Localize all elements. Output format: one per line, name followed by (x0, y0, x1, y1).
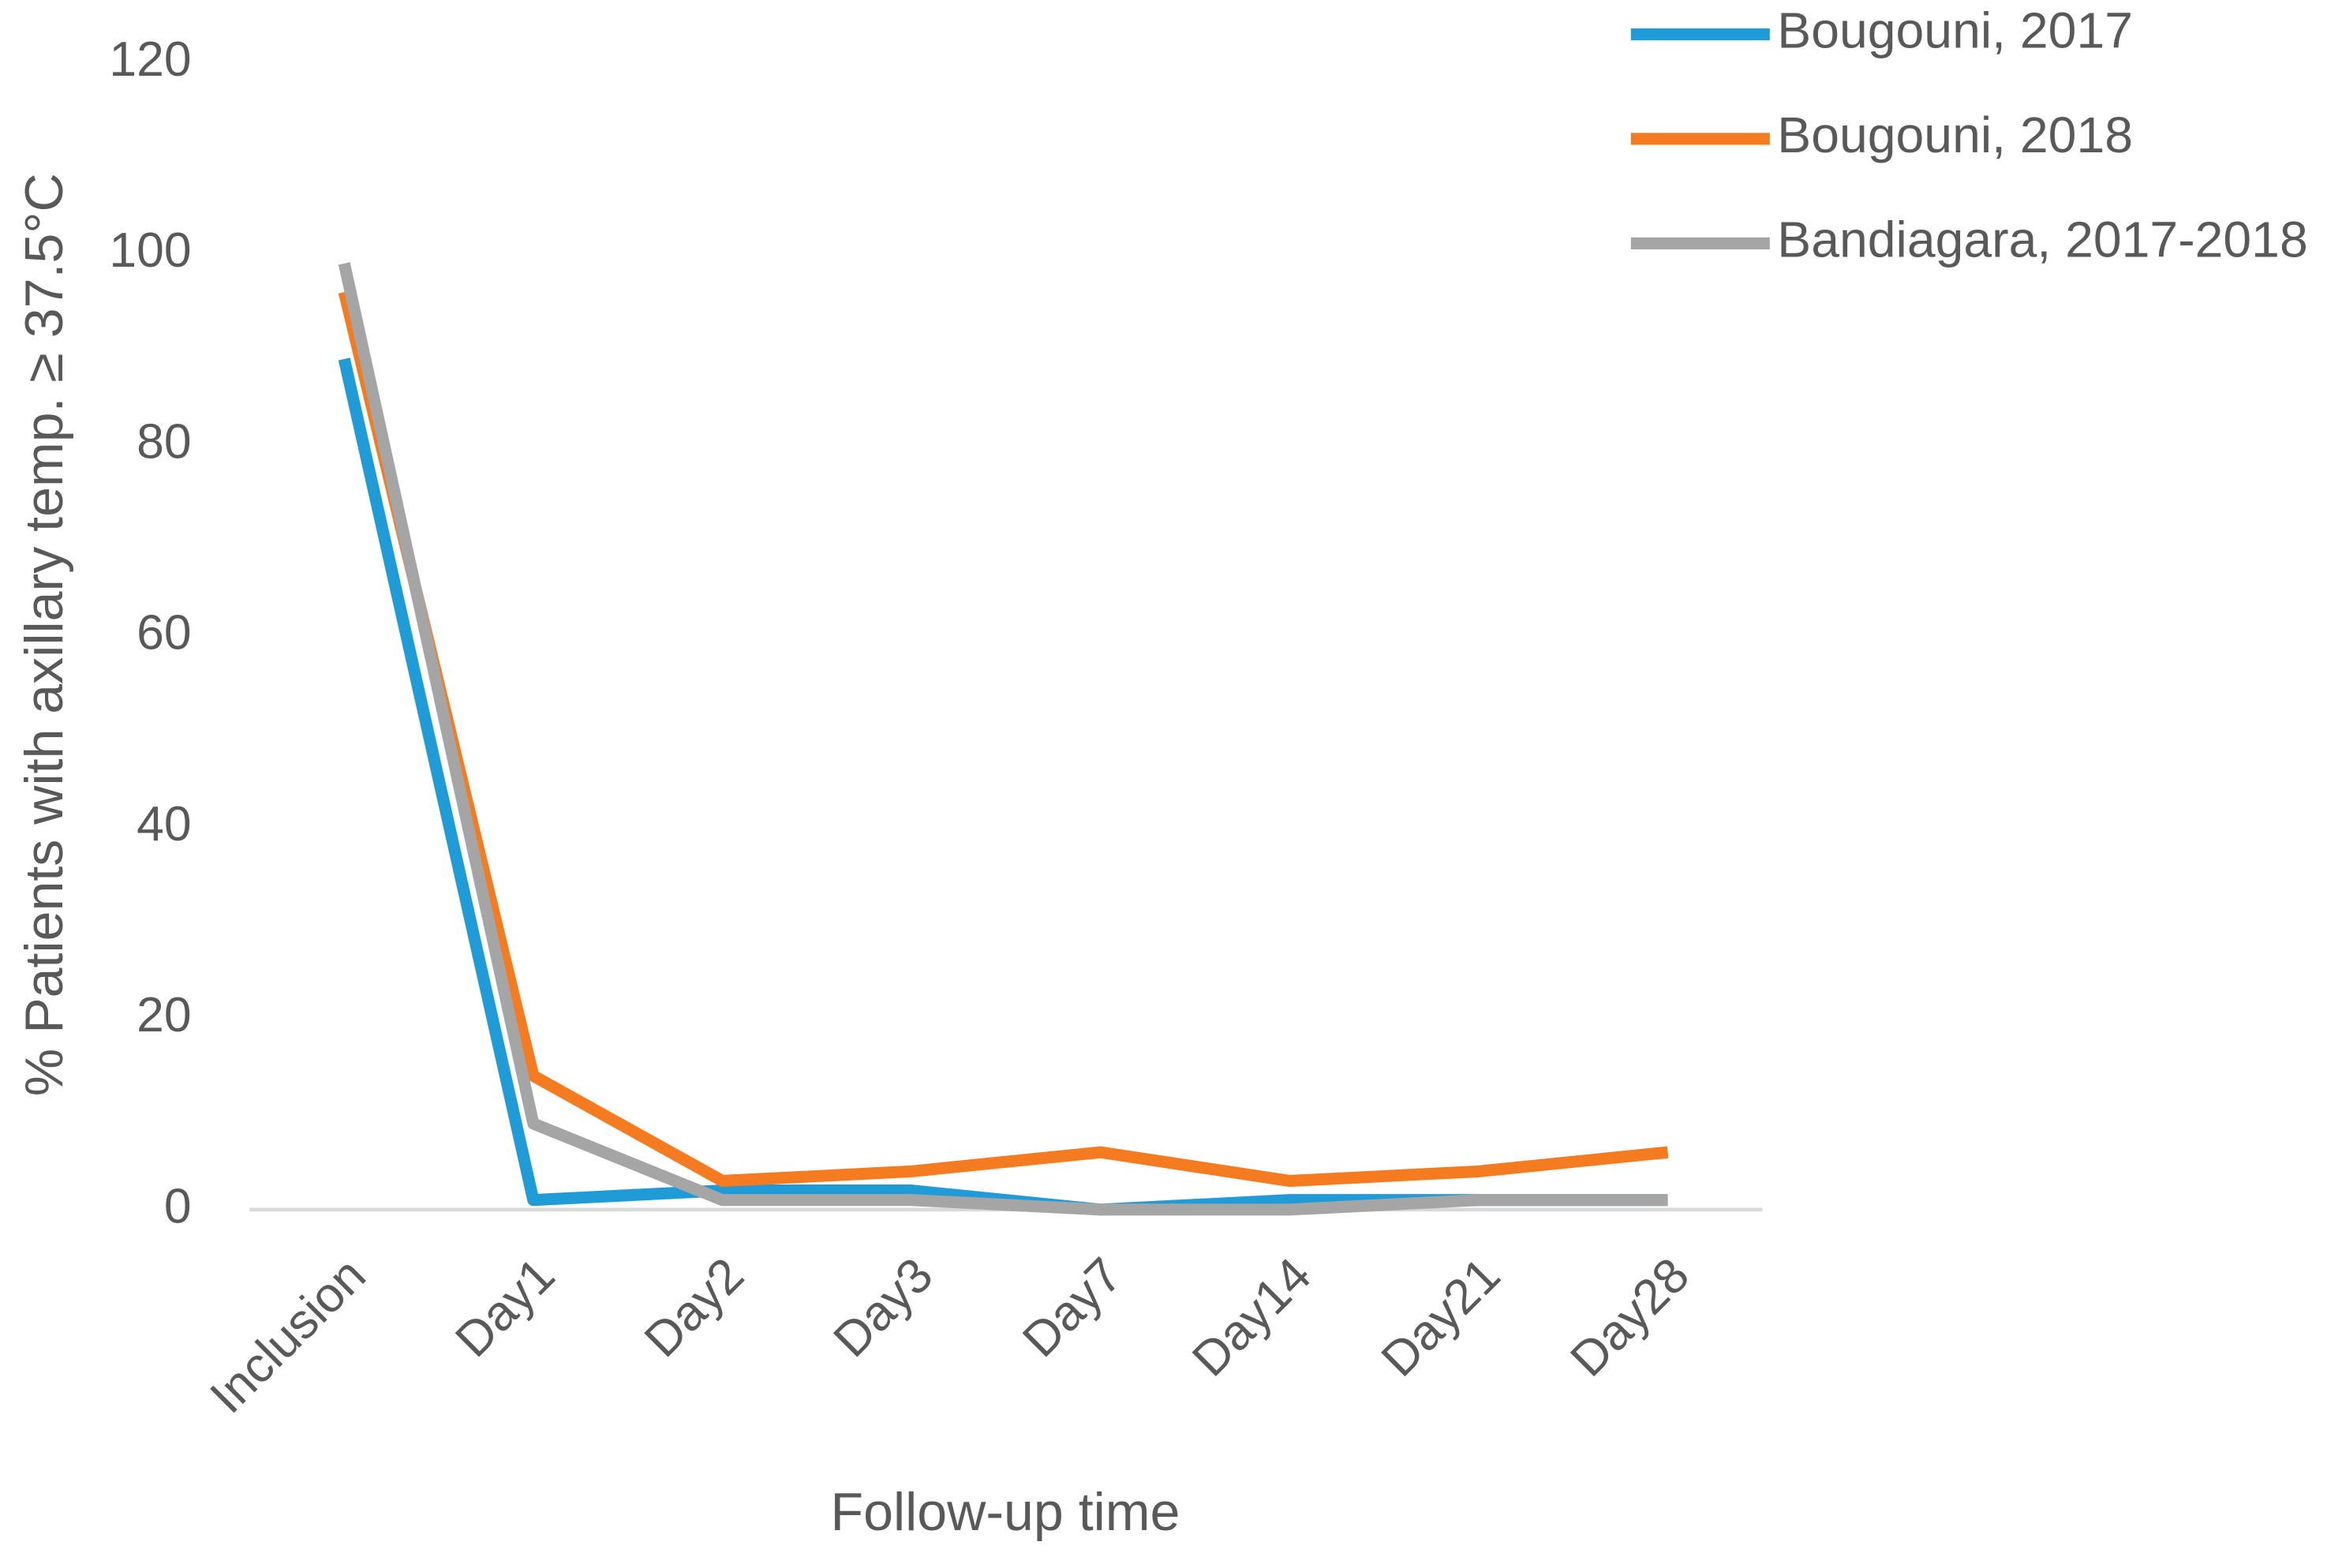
y-tick-label: 80 (137, 414, 191, 469)
y-tick-label: 100 (109, 223, 191, 278)
x-tick-label: Day3 (823, 1248, 944, 1368)
y-tick-label: 120 (109, 32, 191, 87)
x-tick-label: Day1 (445, 1248, 566, 1368)
y-axis-title: % Patients with axillary temp. ≥ 37.5°C (14, 173, 74, 1096)
series-line (338, 290, 1669, 1188)
x-axis-title: Follow-up time (831, 1482, 1180, 1542)
legend-label: Bougouni, 2018 (1777, 107, 2133, 163)
y-tick-label: 60 (137, 605, 191, 661)
x-tick-label: Day7 (1012, 1248, 1133, 1368)
x-tick-label: Day14 (1182, 1248, 1322, 1387)
legend-label: Bandiagara, 2017-2018 (1777, 211, 2307, 268)
y-tick-label: 20 (137, 987, 191, 1042)
y-tick-label: 0 (164, 1178, 192, 1233)
legend-label: Bougouni, 2017 (1777, 2, 2133, 59)
x-tick-label: Day28 (1560, 1248, 1700, 1387)
x-tick-label: Inclusion (200, 1248, 376, 1424)
x-tick-label: Day2 (634, 1248, 754, 1368)
series-line (338, 262, 1668, 1216)
y-tick-label: 40 (137, 796, 191, 851)
x-tick-label: Day21 (1371, 1248, 1510, 1387)
